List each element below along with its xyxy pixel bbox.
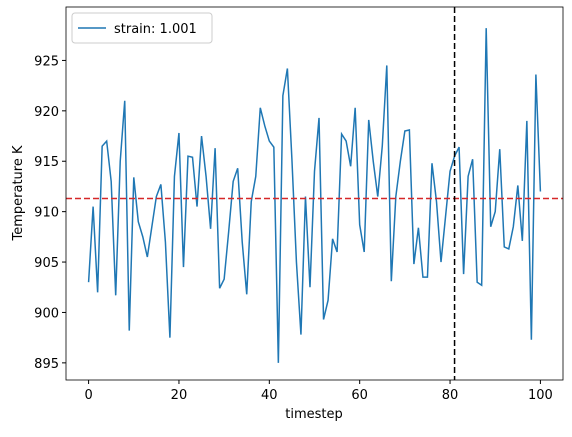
x-tick-label: 40: [261, 388, 278, 403]
y-tick-label: 915: [34, 155, 59, 170]
y-tick-label: 895: [34, 357, 59, 372]
x-tick-label: 20: [171, 388, 188, 403]
y-tick-label: 900: [34, 306, 59, 321]
y-tick-label: 925: [34, 54, 59, 69]
data-line: [87, 28, 542, 363]
y-tick-label: 910: [34, 206, 59, 221]
legend-label: strain: 1.001: [114, 22, 197, 37]
x-axis-label: timestep: [285, 407, 343, 422]
x-tick-label: 60: [351, 388, 368, 403]
y-tick-label: 920: [34, 105, 59, 120]
y-axis-label: Temperature K: [11, 145, 26, 241]
x-tick-label: 100: [528, 388, 553, 403]
x-tick-label: 80: [442, 388, 459, 403]
x-tick-label: 0: [84, 388, 92, 403]
legend-box: [71, 12, 213, 44]
plot-frame: [65, 6, 564, 381]
y-tick-label: 905: [34, 256, 59, 271]
